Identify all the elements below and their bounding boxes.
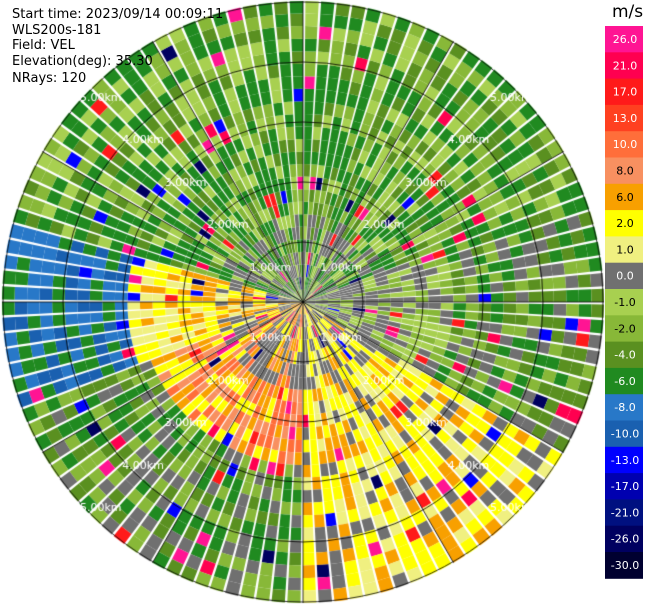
colorbar-segment [605,52,643,80]
elevation-label: Elevation(deg): 35.30 [12,54,153,69]
instrument-label: WLS200s-181 [12,23,102,38]
colorbar-tick-label: -1.0 [614,296,635,309]
colorbar-segment [605,315,643,343]
start-time-label: Start time: 2023/09/14 00:09:11 [12,7,224,22]
colorbar-segment [605,367,643,395]
colorbar-segment [605,262,643,290]
colorbar-segment [605,394,643,421]
colorbar-segment [605,446,643,474]
colorbar-segment [605,552,643,579]
colorbar-tick-label: 21.0 [613,59,638,72]
colorbar-tick-label: -8.0 [614,401,635,414]
colorbar-tick-label: 26.0 [613,33,638,46]
colorbar-tick-label: -21.0 [611,506,639,519]
colorbar-tick-label: 17.0 [613,86,638,99]
colorbar-segment [605,131,643,158]
colorbar-tick-label: -2.0 [614,322,635,335]
colorbar-tick-label: -13.0 [611,454,639,467]
colorbar-tick-label: 2.0 [616,217,634,230]
colorbar-tick-label: -6.0 [614,375,635,388]
colorbar-tick-label: -4.0 [614,349,635,362]
colorbar-tick-label: -30.0 [611,559,639,572]
colorbar-tick-label: -17.0 [611,480,639,493]
colorbar-segment [605,420,643,448]
colorbar-unit: m/s [612,2,644,22]
colorbar-tick-label: -26.0 [611,533,639,546]
field-label: Field: VEL [12,38,75,53]
colorbar-segment [605,104,643,132]
colorbar-tick-label: 13.0 [613,112,638,125]
nrays-label: NRays: 120 [12,71,87,86]
colorbar-segment [605,341,643,369]
colorbar-tick-label: -10.0 [611,428,639,441]
colorbar-segment [605,78,643,106]
colorbar-tick-label: 1.0 [616,243,634,256]
colorbar-segment [605,525,643,553]
colorbar-segment [605,499,643,527]
colorbar-tick-label: 0.0 [616,270,634,283]
colorbar-tick-label: 6.0 [616,191,634,204]
colorbar-segment [605,183,643,211]
colorbar-tick-label: 10.0 [613,138,638,151]
colorbar-segment [605,157,643,185]
colorbar-segment [605,26,643,53]
colorbar-tick-label: 8.0 [616,165,634,178]
colorbar-segment [605,473,643,500]
colorbar-segment [605,236,643,264]
colorbar-segment [605,289,643,316]
colorbar-segment [605,210,643,237]
velocity-colorbar: 26.0 21.0 17.0 13.0 10.0 8.0 6.0 2.0 1.0 0.0 -1.0 -… [605,26,643,579]
